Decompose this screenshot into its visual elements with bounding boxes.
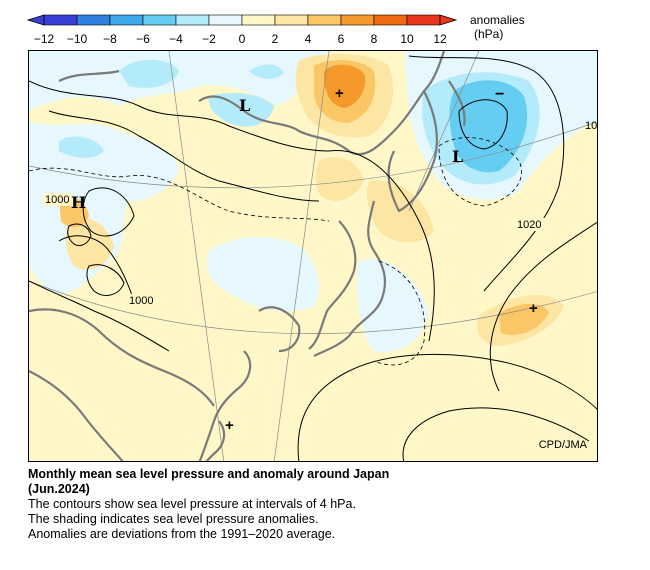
graticule [29,51,597,461]
colorbar-tick-label: −4 [169,32,183,46]
positive-anomaly-peak-south: + [225,417,234,434]
positive-anomaly-peak-east: + [529,300,538,317]
colorbar-tick-labels: −12 −10 −8 −6 −4 −2 0 2 4 6 8 10 12 [34,32,447,46]
colorbar-swatch [76,14,111,26]
pressure-contours [29,55,597,461]
colorbar-tick-label: 0 [239,32,246,46]
colorbar-tick-label: −8 [103,32,117,46]
caption-baseline-note: Anomalies are deviations from the 1991–2… [28,527,336,541]
colorbar-tick-label: 12 [433,32,447,46]
colorbar-swatch [340,14,375,26]
caption-shading-note: The shading indicates sea level pressure… [28,512,319,526]
contour-label-1020: 1020 [517,219,541,231]
high-pressure-marker: H [71,193,86,212]
pressure-contours-dashed [29,137,522,366]
positive-anomaly-peak-north: + [335,85,344,102]
contour-label-10-edge: 10 [585,120,597,132]
legend-unit: (hPa) [474,27,503,41]
colorbar-swatch [43,14,78,26]
legend-title: anomalies [470,13,525,27]
negative-anomaly-peak: − [495,86,504,103]
pressure-anomaly-map: 1000 1000 1020 10 H L L − + + + CPD/JMA [28,50,598,462]
colorbar-left-arrow [26,14,45,26]
colorbar-swatch [208,14,243,26]
colorbar-swatch [307,14,342,26]
contour-labels: 1000 1000 1020 10 [43,120,597,307]
contour-label-1000-south: 1000 [129,295,153,307]
strongest-positive-anomaly-area [323,64,366,108]
colorbar-tick-label: −6 [136,32,150,46]
colorbar-swatch [175,14,210,26]
colorbar-tick-label: 2 [272,32,279,46]
colorbar-tick-label: −2 [202,32,216,46]
low-pressure-marker-west: L [239,96,250,115]
colorbar-tick-label: −10 [67,32,88,46]
colorbar-swatch [241,14,276,26]
colorbar-swatch [274,14,309,26]
coastlines [29,51,466,461]
caption-period: (Jun.2024) [28,482,90,496]
caption-title: Monthly mean sea level pressure and anom… [28,467,390,481]
colorbar-tick-label: 6 [338,32,345,46]
colorbar-tick-label: 8 [371,32,378,46]
caption-contour-note: The contours show sea level pressure at … [28,497,356,511]
colorbar-swatch [142,14,177,26]
pressure-system-markers: H L L − + + + [71,85,538,434]
colorbar-tick-label: 4 [305,32,312,46]
colorbar-swatch [406,14,441,26]
colorbar-tick-label: −12 [34,32,55,46]
contour-label-1000-west: 1000 [45,194,69,206]
colorbar-tick-label: 10 [400,32,414,46]
low-pressure-marker-east: L [452,147,463,166]
colorbar-right-arrow [439,14,458,26]
colorbar-swatches [43,14,441,26]
colorbar-swatch [109,14,144,26]
colorbar-swatch [373,14,408,26]
figure-caption: Monthly mean sea level pressure and anom… [28,467,628,542]
map-credit: CPD/JMA [538,439,587,451]
anomaly-colorbar: −12 −10 −8 −6 −4 −2 0 2 4 6 8 10 12 anomalies (hPa) [26,13,525,46]
